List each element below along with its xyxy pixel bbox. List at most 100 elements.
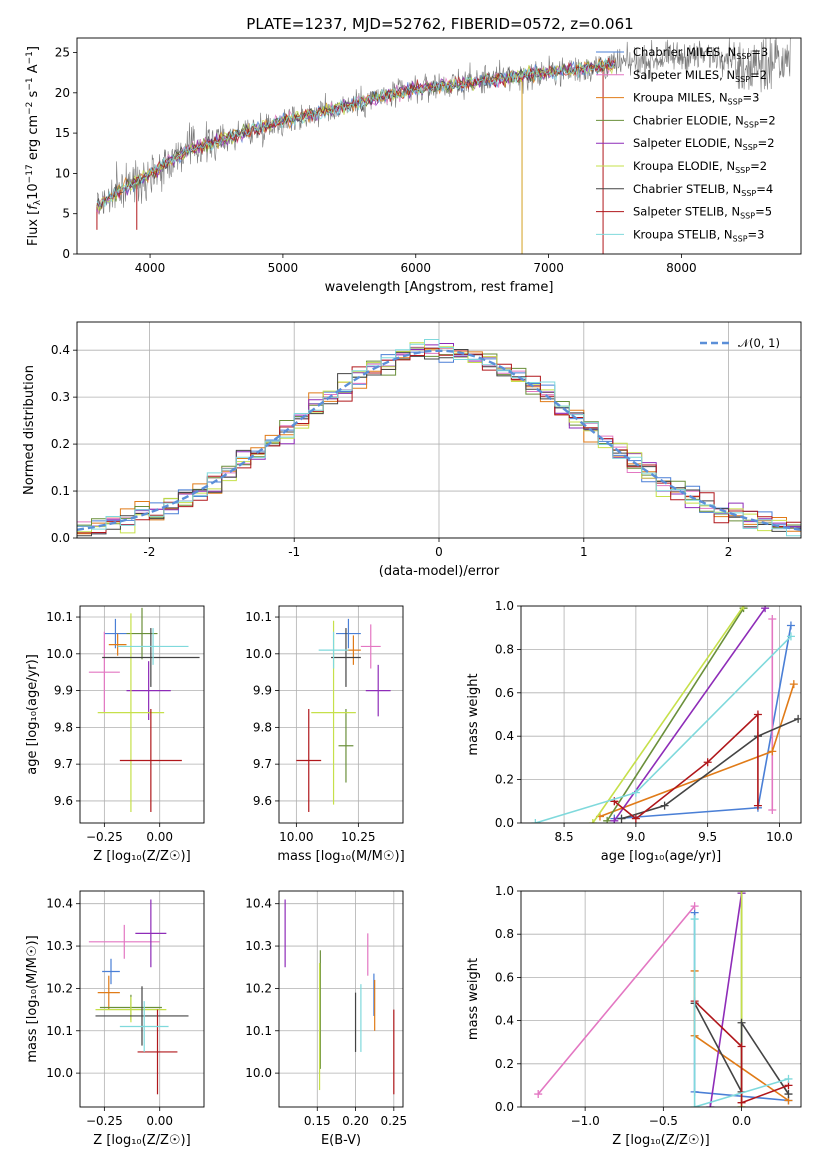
legend-entry: Salpeter MILES, NSSP=2 (633, 68, 767, 84)
weight-marker (737, 1098, 746, 1107)
weight-line-kroupa-stelib (693, 919, 789, 1107)
weight-marker (610, 816, 619, 823)
x-tick-label: 10.0 (766, 830, 793, 844)
errorbar-point (97, 975, 120, 1010)
errorbar-point (360, 624, 381, 669)
weight-marker (739, 606, 748, 610)
x-tick-label: 7000 (533, 261, 564, 275)
y-tick-label: 10.1 (245, 610, 272, 624)
x-tick-label: 8.5 (555, 830, 574, 844)
errorbar-point (88, 924, 160, 959)
errorbar-point (95, 996, 167, 1023)
model-kroupa-stelib (96, 57, 616, 207)
errorbar-point (137, 1009, 178, 1095)
panels: 4000 5000 6000 7000 80000510152025wavelength… (22, 37, 802, 1148)
x-tick-label: 0.00 (146, 830, 173, 844)
panel-mass_vs_ebv: 0.15 0.20 0.25 10.0 10.1 10.2 10.3 10.4 E(B-V) (245, 890, 407, 1148)
y-tick-label: 10.2 (245, 981, 272, 995)
x-tick-label: 6000 (400, 261, 431, 275)
weight-marker (690, 1103, 699, 1107)
x-axis-label: Z [log₁₀(Z/Z☉)] (93, 849, 190, 864)
x-tick-label: 0.0 (732, 1114, 751, 1128)
x-tick-label: 0.00 (146, 1114, 173, 1128)
weight-marker (786, 632, 795, 641)
x-tick-label: 5000 (268, 261, 299, 275)
y-tick-label: 9.8 (253, 720, 272, 734)
panel-age_vs_mass: 10.00 10.25 9.6 9.7 9.8 9.9 10.0 10.1 mass [log₁… (245, 605, 405, 864)
y-tick-label: 10.4 (245, 897, 272, 911)
x-tick-label: −0.25 (86, 830, 123, 844)
legend-entry: Kroupa STELIB, NSSP=3 (633, 227, 764, 243)
errorbar-point (108, 633, 127, 656)
y-tick-label: 0 (62, 247, 70, 261)
panel-weight_vs_Z: −1.0 −0.5 0.0 0.0 0.2 0.4 0.6 0.8 1.0 Z [log₁₀(Z/… (466, 884, 802, 1148)
axes-frame (76, 321, 802, 539)
axes-frame (520, 605, 802, 824)
x-tick-label: 4000 (135, 261, 166, 275)
x-axis-label: Z [log₁₀(Z/Z☉)] (612, 1133, 709, 1148)
y-tick-label: 10.1 (46, 1024, 73, 1038)
legend-entry: Kroupa MILES, NSSP=3 (633, 91, 759, 107)
x-axis-label: (data-model)/error (379, 564, 500, 579)
hist-chabrier-stelib (77, 349, 801, 537)
model-salpeter-stelib (96, 57, 616, 207)
y-tick-label: 0.2 (51, 437, 70, 451)
y-tick-label: 0.3 (51, 390, 70, 404)
plot-area (521, 606, 801, 823)
legend-entry: 𝒩(0, 1) (738, 336, 780, 350)
legend: Chabrier MILES, NSSP=3 Salpeter MILES, NS… (596, 45, 776, 243)
y-tick-label: 10.3 (245, 939, 272, 953)
errorbar-point (88, 631, 120, 713)
y-tick-label: 1.0 (495, 884, 514, 898)
weight-marker (588, 819, 597, 823)
x-axis-label: age [log₁₀(age/yr)] (601, 849, 722, 864)
y-tick-label: 10.1 (245, 1024, 272, 1038)
y-tick-label: 9.7 (54, 757, 73, 771)
errorbar-point (338, 708, 354, 783)
weight-line-salpeter-stelib (694, 1000, 789, 1104)
x-axis-label: wavelength [Angstrom, rest frame] (325, 280, 554, 295)
legend-entry: Salpeter ELODIE, NSSP=2 (633, 136, 775, 152)
plot-area (279, 606, 403, 823)
y-tick-label: 10.0 (245, 1066, 272, 1080)
weight-marker (768, 747, 777, 756)
y-tick-label: 0.4 (495, 1014, 514, 1028)
errorbar-point (126, 661, 171, 721)
y-tick-label: 0.2 (495, 1057, 514, 1071)
weight-marker (631, 788, 640, 797)
weight-line-salpeter-elodie (709, 893, 743, 1107)
y-tick-label: 10.2 (46, 981, 73, 995)
x-tick-label: -2 (143, 545, 155, 559)
plot-area (96, 38, 791, 254)
figure-title: PLATE=1237, MJD=52762, FIBERID=0572, z=0… (246, 15, 633, 33)
weight-marker (737, 1018, 746, 1027)
y-tick-label: 0.2 (495, 773, 514, 787)
panel-weight_vs_age: 8.5 9.0 9.5 10.0 0.0 0.2 0.4 0.6 0.8 1.0 age [log₁… (466, 599, 802, 864)
y-tick-label: 0.0 (495, 816, 514, 830)
weight-marker (703, 758, 712, 767)
y-axis-label: Normed distribution (22, 365, 37, 495)
y-tick-label: 10.1 (46, 610, 73, 624)
legend-entry: Chabrier STELIB, NSSP=4 (633, 182, 773, 198)
y-tick-label: 10.4 (46, 897, 73, 911)
weight-marker (737, 891, 746, 895)
x-tick-label: −0.25 (86, 1114, 123, 1128)
y-axis-label: mass [log₁₀(M/M☉)] (25, 935, 40, 1062)
x-tick-label: 0.25 (380, 1114, 407, 1128)
weight-marker (753, 801, 762, 810)
y-tick-label: 0.6 (495, 970, 514, 984)
weight-line-salpeter-miles (537, 905, 696, 1095)
x-tick-label: 1 (580, 545, 588, 559)
y-tick-label: 10 (55, 166, 70, 180)
x-tick-label: 9.5 (698, 830, 717, 844)
hist-kroupa-stelib (77, 339, 801, 537)
weight-marker (768, 615, 777, 624)
model-chabrier-miles (96, 58, 616, 207)
errorbar-point (102, 958, 120, 985)
errorbar-point (365, 664, 391, 717)
x-tick-label: 10.25 (341, 830, 375, 844)
x-axis-label: Z [log₁₀(Z/Z☉)] (93, 1133, 190, 1148)
y-tick-label: 9.7 (253, 757, 272, 771)
axes-frame (520, 890, 802, 1108)
